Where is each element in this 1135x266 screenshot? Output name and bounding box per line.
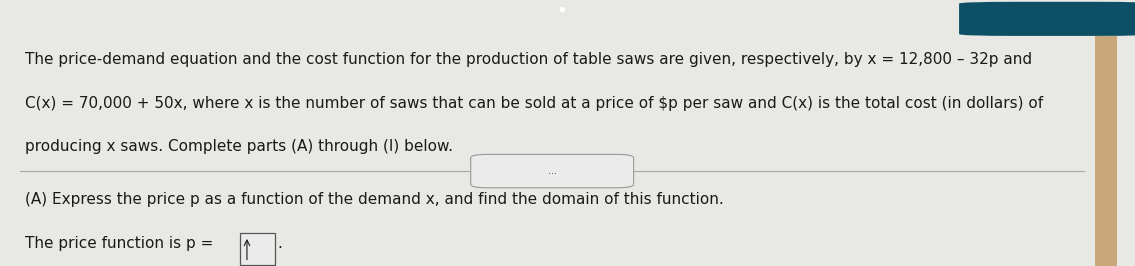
FancyBboxPatch shape [241,233,275,265]
Text: The price function is p =: The price function is p = [25,236,213,251]
FancyBboxPatch shape [1095,36,1117,266]
FancyBboxPatch shape [959,2,1135,36]
Text: ...: ... [548,166,556,176]
Text: .: . [277,236,283,251]
Text: C(x) = 70,000 + 50x, where x is the number of saws that can be sold at a price o: C(x) = 70,000 + 50x, where x is the numb… [25,96,1043,111]
Text: producing x saws. Complete parts (A) through (I) below.: producing x saws. Complete parts (A) thr… [25,139,453,155]
Text: (A) Express the price p as a function of the demand x, and find the domain of th: (A) Express the price p as a function of… [25,192,724,207]
Text: The price-demand equation and the cost function for the production of table saws: The price-demand equation and the cost f… [25,52,1033,67]
FancyBboxPatch shape [471,154,633,188]
